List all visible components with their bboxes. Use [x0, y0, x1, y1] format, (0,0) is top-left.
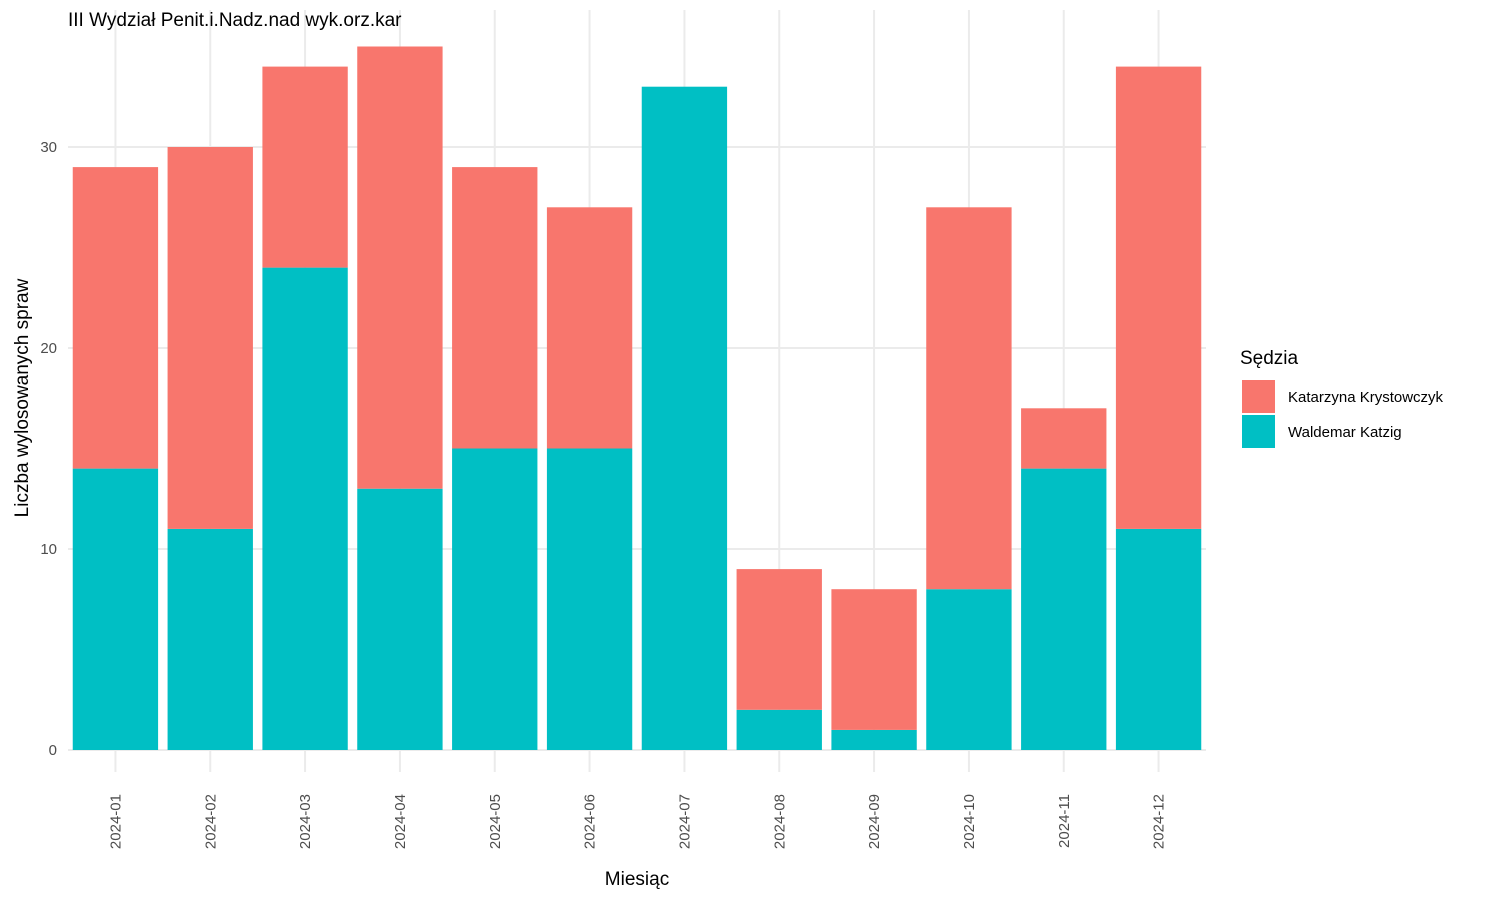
legend: Sędzia Katarzyna Krystowczyk Waldemar Kat… [1240, 348, 1444, 448]
x-tick-label: 2024-10 [961, 794, 978, 849]
y-axis-ticks: 0 10 20 30 [40, 139, 57, 759]
x-tick-label: 2024-01 [107, 794, 124, 849]
bar-waldemar-katzig-2024-01 [72, 468, 159, 750]
legend-title: Sędzia [1240, 348, 1299, 369]
bar-katarzyna-krystowczyk-2024-03 [262, 66, 348, 268]
bar-waldemar-katzig-2024-07 [641, 86, 728, 750]
y-tick-label: 30 [40, 139, 57, 156]
bar-katarzyna-krystowczyk-2024-01 [72, 167, 159, 469]
x-tick-label: 2024-12 [1151, 794, 1168, 849]
bar-waldemar-katzig-2024-04 [357, 488, 443, 750]
bar-waldemar-katzig-2024-08 [736, 709, 822, 750]
x-tick-label: 2024-04 [392, 794, 409, 849]
y-axis-title: Liczba wylosowanych spraw [12, 278, 33, 517]
legend-key-katarzyna-krystowczyk [1242, 380, 1275, 413]
bar-waldemar-katzig-2024-09 [831, 729, 917, 750]
chart-title: III Wydział Penit.i.Nadz.nad wyk.orz.kar [68, 10, 402, 31]
bars [72, 46, 1202, 750]
bar-katarzyna-krystowczyk-2024-06 [546, 207, 633, 449]
legend-key-waldemar-katzig [1242, 415, 1275, 448]
bar-waldemar-katzig-2024-12 [1115, 528, 1202, 750]
bar-waldemar-katzig-2024-11 [1021, 468, 1107, 750]
bar-katarzyna-krystowczyk-2024-08 [736, 569, 822, 710]
bar-waldemar-katzig-2024-03 [262, 267, 348, 750]
y-tick-label: 20 [40, 340, 57, 357]
bar-katarzyna-krystowczyk-2024-11 [1021, 408, 1107, 469]
x-tick-label: 2024-08 [771, 794, 788, 849]
bar-katarzyna-krystowczyk-2024-05 [452, 167, 538, 449]
legend-label-waldemar-katzig: Waldemar Katzig [1288, 424, 1402, 441]
x-tick-label: 2024-09 [866, 794, 883, 849]
x-axis-title: Miesiąc [605, 869, 669, 890]
bar-katarzyna-krystowczyk-2024-10 [926, 207, 1012, 590]
x-tick-label: 2024-06 [582, 794, 599, 849]
bar-katarzyna-krystowczyk-2024-02 [167, 147, 253, 529]
bar-waldemar-katzig-2024-06 [546, 448, 633, 750]
y-tick-label: 0 [49, 742, 57, 759]
bar-katarzyna-krystowczyk-2024-09 [831, 589, 917, 730]
x-axis-ticks: 2024-01 2024-02 2024-03 2024-04 2024-05 2024-… [107, 794, 1167, 849]
x-tick-label: 2024-05 [487, 794, 504, 849]
legend-label-katarzyna-krystowczyk: Katarzyna Krystowczyk [1288, 389, 1444, 406]
bar-waldemar-katzig-2024-10 [926, 589, 1012, 750]
x-tick-label: 2024-03 [297, 794, 314, 849]
x-tick-label: 2024-02 [202, 794, 219, 849]
y-tick-label: 10 [40, 541, 57, 558]
bar-katarzyna-krystowczyk-2024-04 [357, 46, 443, 489]
bar-waldemar-katzig-2024-05 [452, 448, 538, 750]
bar-katarzyna-krystowczyk-2024-12 [1115, 66, 1202, 529]
x-tick-label: 2024-11 [1056, 794, 1073, 848]
bar-waldemar-katzig-2024-02 [167, 528, 253, 750]
x-tick-label: 2024-07 [676, 794, 693, 849]
